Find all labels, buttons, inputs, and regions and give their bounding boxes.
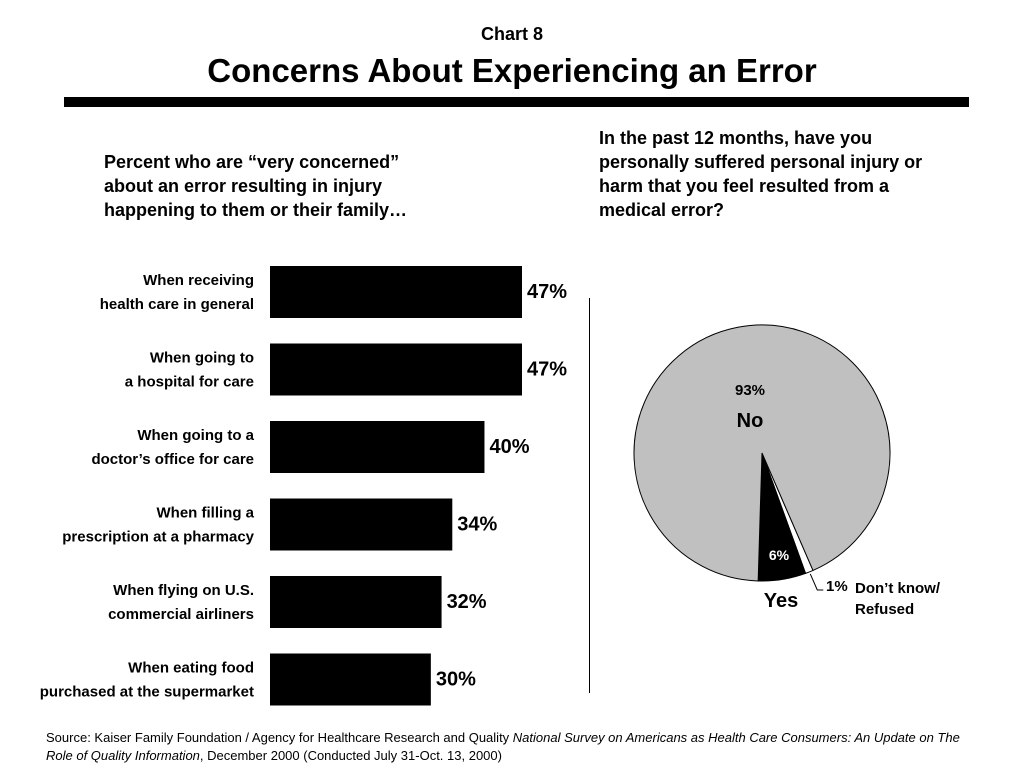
pie-value-label: 6% (769, 547, 790, 563)
chart-label: Chart 8 (480, 24, 543, 44)
bar-value-label: 40% (489, 436, 529, 458)
bar (270, 498, 453, 551)
source-prefix: Source: Kaiser Family Foundation / Agenc… (46, 730, 513, 745)
category-label: health care in general (100, 296, 254, 313)
category-label: When going to a (137, 427, 254, 444)
pie-slice (633, 324, 891, 582)
category-label: a hospital for care (125, 374, 254, 391)
category-label: commercial airliners (108, 606, 254, 623)
bar (270, 343, 522, 396)
title-divider (64, 97, 969, 107)
pie-slice-label: Don’t know/ (855, 580, 941, 597)
page-title: Concerns About Experiencing an Error (207, 52, 817, 89)
panel-divider (589, 298, 590, 693)
bar-chart-heading-line: about an error resulting in injury (104, 176, 383, 196)
pie-question-line: In the past 12 months, have you (599, 128, 873, 148)
pie-slice-label: No (737, 410, 764, 432)
category-label: When going to (150, 350, 254, 367)
source-survey-title: National Survey on Americans as Health C… (46, 730, 960, 763)
source-note: Source: Kaiser Family Foundation / Agenc… (46, 729, 986, 765)
bar (270, 421, 485, 473)
bar-chart-heading-line: happening to them or their family… (104, 200, 408, 220)
bar-value-label: 47% (527, 281, 567, 303)
pie-leader-line (809, 573, 824, 591)
pie-question-line: medical error? (599, 200, 725, 220)
pie-chart-question: In the past 12 months, have you personal… (599, 126, 979, 222)
source-suffix: , December 2000 (Conducted July 31-Oct. … (199, 748, 502, 763)
medical-error-pie-chart: 93% No 6% Yes 1% Don’t know/Refused (633, 324, 941, 618)
bar (270, 576, 442, 628)
bar-chart-heading-line: Percent who are “very concerned” (104, 152, 400, 172)
category-label: When receiving (143, 272, 254, 289)
category-label: purchased at the supermarket (40, 684, 254, 701)
bar-value-label: 32% (447, 591, 487, 613)
concern-bar-chart: 47% When receiving health care in general 4… (40, 266, 567, 706)
pie-question-line: harm that you feel resulted from a (599, 176, 890, 196)
category-label: When flying on U.S. (113, 582, 254, 599)
bar-value-label: 47% (527, 359, 567, 381)
bar (270, 266, 522, 318)
pie-slice-label: Refused (855, 601, 914, 618)
bar-chart-heading: Percent who are “very concerned” about a… (104, 150, 464, 222)
pie-question-line: personally suffered personal injury or (599, 152, 923, 172)
category-label: prescription at a pharmacy (62, 529, 254, 546)
category-label: doctor’s office for care (91, 451, 254, 468)
category-label: When filling a (157, 505, 255, 522)
bar-value-label: 34% (457, 514, 497, 536)
category-label: When eating food (128, 660, 254, 677)
bar (270, 653, 431, 706)
pie-slice-label: Yes (764, 590, 798, 612)
bar-value-label: 30% (436, 669, 476, 691)
pie-value-label: 93% (735, 382, 765, 399)
pie-value-label: 1% (826, 578, 848, 595)
